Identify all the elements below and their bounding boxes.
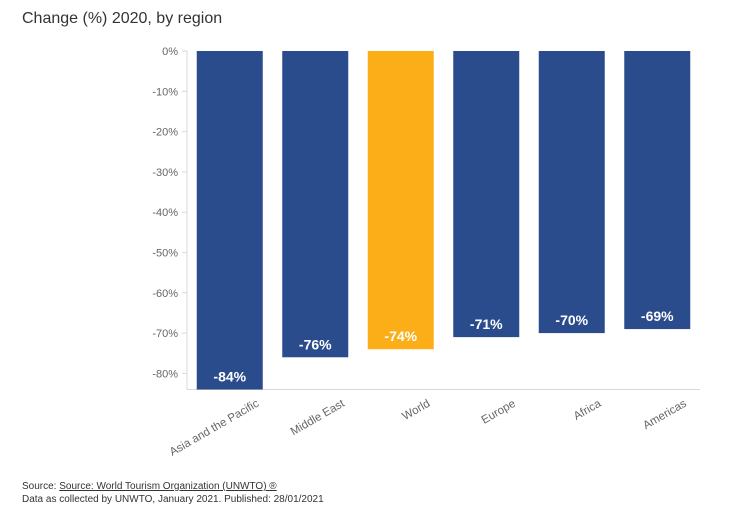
data-label: -71% bbox=[470, 316, 503, 332]
bar-europe[interactable] bbox=[453, 51, 520, 338]
y-tick-label: -40% bbox=[152, 207, 178, 219]
y-tick-label: -70% bbox=[152, 328, 178, 340]
source-line: Source: Source: World Tourism Organizati… bbox=[22, 480, 324, 493]
bar-world[interactable] bbox=[367, 51, 434, 350]
x-tick-label: Middle East bbox=[289, 397, 348, 438]
y-tick-label: -80% bbox=[152, 368, 178, 380]
y-tick-label: -20% bbox=[152, 127, 178, 139]
source-prefix: Source: bbox=[22, 481, 60, 492]
data-label: -70% bbox=[555, 312, 588, 328]
y-tick-label: -30% bbox=[152, 167, 178, 179]
x-tick-label: Africa bbox=[572, 397, 604, 422]
bar-middle-east[interactable] bbox=[282, 51, 349, 358]
data-label: -76% bbox=[299, 336, 332, 352]
data-label: -84% bbox=[213, 369, 246, 385]
y-tick-label: -10% bbox=[152, 86, 178, 98]
bar-africa[interactable] bbox=[538, 51, 605, 334]
chart-title: Change (%) 2020, by region bbox=[22, 10, 223, 27]
bar-americas[interactable] bbox=[624, 51, 691, 330]
x-tick-label: World bbox=[400, 398, 432, 423]
data-label: -74% bbox=[384, 328, 417, 344]
data-label: -69% bbox=[641, 308, 674, 324]
x-tick-label: Americas bbox=[641, 398, 689, 432]
chart-footer: Source: Source: World Tourism Organizati… bbox=[22, 480, 324, 506]
y-tick-label: -60% bbox=[152, 288, 178, 300]
x-tick-label: Asia and the Pacific bbox=[168, 398, 262, 459]
bar-chart: 0% -10% -20% -30% -40% -50% -60% -70% -80% -84% As… bbox=[152, 46, 700, 459]
y-tick-label: -50% bbox=[152, 248, 178, 260]
bar-asia-and-the-pacific[interactable] bbox=[196, 51, 263, 390]
x-tick-label: Europe bbox=[480, 398, 518, 427]
data-note: Data as collected by UNWTO, January 2021… bbox=[22, 494, 324, 505]
y-tick-label: 0% bbox=[162, 46, 178, 58]
source-link[interactable]: Source: World Tourism Organization (UNWT… bbox=[59, 481, 277, 492]
